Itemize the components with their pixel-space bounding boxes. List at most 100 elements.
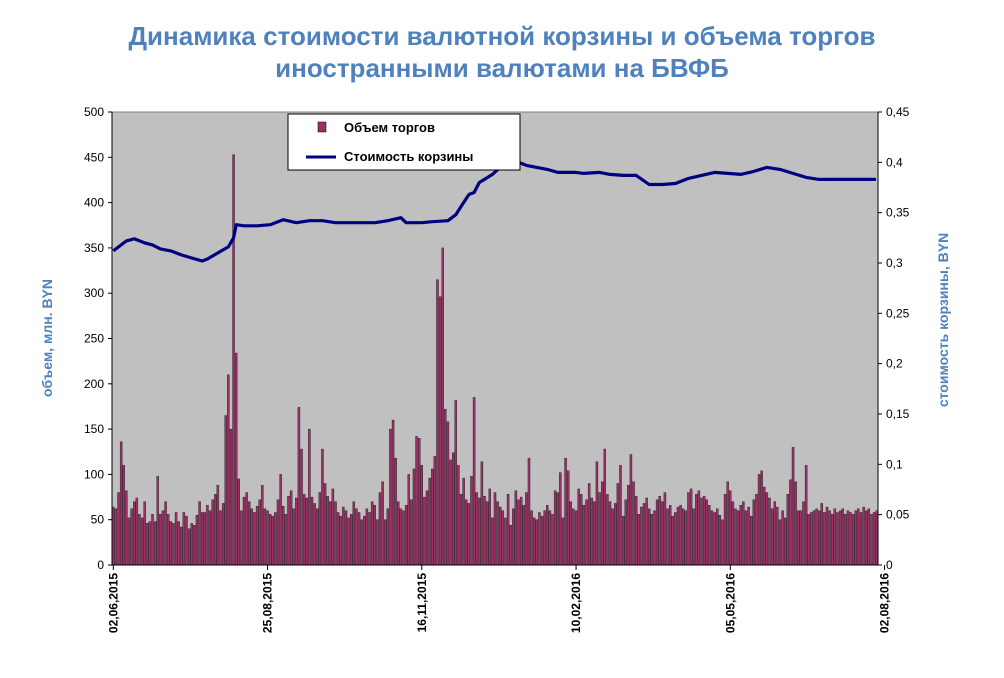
- legend-bar-label: Объем торгов: [344, 120, 435, 135]
- bar-volume: [143, 501, 146, 566]
- x-tick-label: 10,02,2016: [569, 573, 583, 633]
- bar-volume: [331, 488, 335, 566]
- bar-volume: [723, 494, 727, 566]
- bar-volume: [867, 508, 871, 566]
- bar-volume: [718, 515, 722, 566]
- bar-volume: [734, 508, 737, 566]
- bar-volume: [431, 468, 434, 566]
- line-series: [112, 160, 876, 263]
- bar-volume: [180, 526, 183, 566]
- bar-volume: [504, 517, 507, 566]
- bar-volume: [389, 428, 392, 566]
- bar-volume: [865, 510, 868, 566]
- bar-volume: [844, 514, 847, 566]
- bar-volume: [428, 477, 431, 566]
- bar-volume: [342, 506, 345, 566]
- bar-volume: [198, 501, 201, 566]
- bar-volume: [765, 492, 769, 566]
- bar-volume: [279, 474, 282, 566]
- x-axis-ticks: 02,06,2015 25,08,2015 16,11,2015 10,02,2016…: [106, 565, 892, 633]
- bar-volume: [627, 485, 630, 566]
- bar-volume: [229, 428, 233, 566]
- left-tick-label: 500: [84, 105, 104, 119]
- bar-volume: [721, 519, 724, 566]
- bar-volume: [491, 517, 494, 566]
- bar-volume: [459, 494, 463, 566]
- bar-volume: [653, 510, 656, 566]
- bar-volume: [483, 495, 486, 566]
- bar-volume: [237, 478, 240, 566]
- bar-volume: [206, 505, 209, 566]
- right-tick-label: 0,4: [886, 155, 903, 169]
- bar-volume: [611, 508, 614, 566]
- bar-volume: [658, 495, 661, 566]
- bar-volume: [543, 510, 546, 566]
- bar-volume: [655, 499, 659, 566]
- bar-volume: [242, 496, 246, 566]
- bar-volume: [412, 468, 416, 566]
- bar-volume: [378, 492, 382, 566]
- bar-series: [112, 154, 878, 566]
- bar-volume: [446, 421, 450, 566]
- bar-volume: [316, 508, 319, 566]
- bar-volume: [376, 519, 379, 566]
- bar-volume: [770, 508, 774, 566]
- bar-volume: [517, 499, 520, 566]
- bar-volume: [817, 510, 821, 566]
- chart-title-line1: Динамика стоимости валютной корзины и об…: [128, 21, 876, 51]
- bar-volume: [629, 454, 633, 566]
- bar-volume: [383, 519, 387, 566]
- bar-volume: [195, 515, 199, 566]
- left-tick-label: 0: [97, 558, 104, 572]
- bar-volume: [831, 514, 834, 566]
- bar-volume: [519, 496, 523, 566]
- bar-volume: [708, 505, 711, 566]
- bar-volume: [600, 481, 604, 566]
- bar-volume: [248, 501, 251, 566]
- bar-volume: [135, 497, 139, 566]
- bar-volume: [862, 506, 865, 566]
- bar-volume: [875, 510, 878, 566]
- bar-volume: [119, 441, 123, 566]
- bar-volume: [791, 447, 795, 566]
- bar-volume: [616, 483, 620, 566]
- bar-volume: [590, 497, 593, 566]
- bar-volume: [326, 495, 329, 566]
- bar-volume: [757, 474, 761, 566]
- bar-volume: [859, 512, 863, 566]
- bar-volume: [742, 501, 745, 566]
- legend: Объем торгов Стоимость корзины: [287, 113, 521, 171]
- bar-volume: [381, 481, 384, 566]
- bar-volume: [778, 519, 782, 566]
- bar-volume: [838, 510, 842, 566]
- bar-volume: [232, 154, 235, 566]
- bar-volume: [870, 514, 873, 566]
- bar-volume: [221, 503, 225, 566]
- bar-volume: [146, 523, 149, 566]
- bar-volume: [211, 499, 214, 566]
- chart-title: Динамика стоимости валютной корзины и об…: [0, 20, 1004, 84]
- bar-volume: [710, 510, 714, 566]
- bar-volume: [525, 492, 528, 566]
- bar-volume: [227, 374, 230, 566]
- bar-volume: [750, 515, 753, 566]
- bar-volume: [394, 457, 397, 566]
- bar-volume: [415, 436, 418, 566]
- bar-volume: [687, 492, 690, 566]
- bar-volume: [130, 508, 133, 566]
- bar-volume: [114, 508, 118, 566]
- x-tick-label: 16,11,2015: [415, 573, 429, 633]
- bar-volume: [282, 505, 285, 566]
- bar-volume: [514, 490, 518, 566]
- bar-volume: [310, 496, 314, 566]
- bar-volume: [841, 508, 844, 566]
- bar-volume: [485, 501, 489, 566]
- bar-volume: [802, 501, 805, 566]
- bar-volume: [786, 494, 790, 566]
- right-axis-title: стоимость корзины, BYN: [935, 233, 951, 407]
- bar-volume: [258, 499, 261, 566]
- bar-volume: [185, 515, 188, 566]
- right-tick-label: 0,35: [886, 206, 910, 220]
- bar-volume: [807, 514, 810, 566]
